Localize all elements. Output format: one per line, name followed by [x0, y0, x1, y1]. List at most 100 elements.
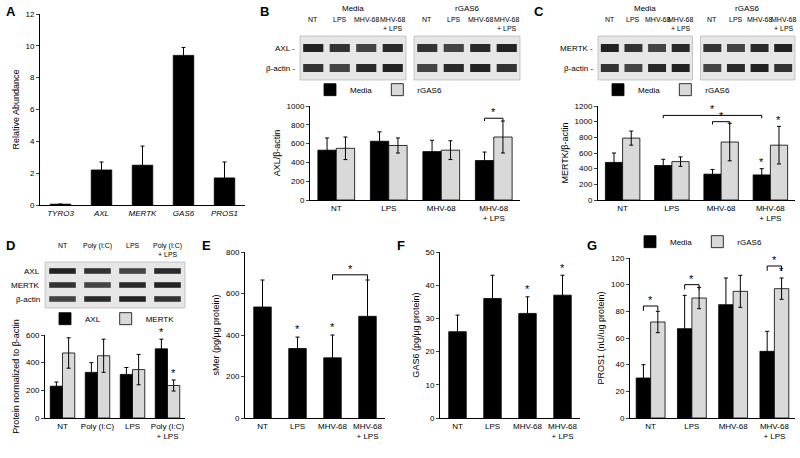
svg-text:NT: NT	[308, 16, 318, 23]
svg-text:600: 600	[226, 289, 240, 298]
svg-text:*: *	[159, 326, 164, 338]
svg-text:12: 12	[25, 10, 34, 19]
svg-text:NT: NT	[58, 242, 68, 249]
svg-text:10: 10	[25, 42, 34, 51]
svg-text:GAS6 (pg/μg protein): GAS6 (pg/μg protein)	[411, 292, 421, 377]
svg-text:120: 120	[611, 254, 625, 263]
svg-text:MHV-68: MHV-68	[707, 204, 736, 213]
svg-text:*: *	[759, 156, 764, 168]
svg-text:800: 800	[579, 133, 593, 142]
svg-text:C: C	[534, 4, 544, 19]
svg-text:MHV-68+ LPS: MHV-68+ LPS	[353, 422, 382, 441]
svg-text:rGAS6: rGAS6	[735, 4, 760, 13]
svg-text:AXL/β-actin: AXL/β-actin	[272, 130, 282, 177]
svg-text:LPS: LPS	[333, 16, 347, 23]
svg-text:rGAS6: rGAS6	[737, 238, 762, 247]
svg-text:MERTK/β-actin: MERTK/β-actin	[560, 122, 570, 183]
svg-text:30: 30	[425, 314, 434, 323]
svg-text:NT: NT	[707, 16, 717, 23]
svg-text:MHV-68+ LPS: MHV-68+ LPS	[771, 16, 796, 32]
svg-text:MHV-68+ LPS: MHV-68+ LPS	[756, 204, 785, 223]
svg-text:Poly (I:C): Poly (I:C)	[83, 242, 112, 250]
svg-text:8: 8	[30, 73, 35, 82]
svg-text:2: 2	[30, 169, 35, 178]
svg-text:NT: NT	[645, 422, 656, 431]
svg-text:MHV-68: MHV-68	[468, 16, 493, 23]
svg-text:rGAS6: rGAS6	[455, 4, 480, 13]
svg-text:MERTK: MERTK	[11, 281, 40, 290]
svg-text:MHV-68: MHV-68	[427, 204, 456, 213]
svg-text:NT: NT	[422, 16, 432, 23]
svg-text:rGAS6: rGAS6	[705, 86, 730, 95]
svg-text:*: *	[491, 106, 496, 118]
svg-text:800: 800	[291, 121, 305, 130]
svg-text:0: 0	[430, 414, 435, 423]
svg-text:6: 6	[30, 105, 35, 114]
svg-text:MHV-68+ LPS: MHV-68+ LPS	[548, 422, 577, 441]
svg-text:AXL -: AXL -	[275, 44, 295, 53]
svg-text:LPS: LPS	[447, 16, 461, 23]
svg-text:NT: NT	[605, 16, 615, 23]
svg-text:0: 0	[588, 196, 593, 205]
svg-text:MERTK: MERTK	[129, 209, 158, 218]
svg-text:G: G	[587, 238, 597, 253]
svg-text:*: *	[779, 265, 784, 277]
svg-text:MHV-68+ LPS: MHV-68+ LPS	[760, 422, 789, 441]
svg-text:LPS: LPS	[381, 204, 396, 213]
svg-text:NT: NT	[331, 204, 342, 213]
svg-text:40: 40	[425, 281, 434, 290]
svg-text:LPS: LPS	[290, 422, 305, 431]
svg-text:*: *	[710, 103, 715, 115]
svg-text:AXL: AXL	[93, 209, 109, 218]
svg-text:β-actin: β-actin	[16, 295, 40, 304]
svg-text:MHV-68+ LPS: MHV-68+ LPS	[479, 204, 508, 223]
svg-text:*: *	[719, 110, 724, 122]
svg-text:PROS1 (nU/ug protein): PROS1 (nU/ug protein)	[596, 291, 606, 384]
svg-text:AXL: AXL	[85, 315, 101, 324]
svg-text:80: 80	[615, 307, 624, 316]
svg-text:B: B	[260, 4, 269, 19]
svg-text:MHV-68: MHV-68	[645, 16, 670, 23]
svg-text:Relative Abundance: Relative Abundance	[11, 69, 21, 149]
svg-text:NT: NT	[257, 422, 268, 431]
svg-text:LPS: LPS	[626, 16, 640, 23]
svg-text:MHV-68+ LPS: MHV-68+ LPS	[380, 16, 405, 32]
svg-text:*: *	[648, 294, 653, 306]
svg-text:LPS: LPS	[125, 422, 140, 431]
svg-text:0: 0	[620, 414, 625, 423]
svg-text:A: A	[6, 4, 16, 19]
svg-text:*: *	[560, 262, 565, 274]
svg-text:LPS: LPS	[664, 204, 679, 213]
svg-text:200: 200	[579, 180, 593, 189]
svg-text:TYRO3: TYRO3	[47, 209, 74, 218]
svg-text:Protein normalized to β-actin: Protein normalized to β-actin	[11, 319, 21, 434]
svg-text:MHV-68: MHV-68	[719, 422, 748, 431]
svg-text:600: 600	[26, 331, 40, 340]
svg-text:Media: Media	[342, 4, 364, 13]
svg-text:β-actin -: β-actin -	[564, 64, 593, 73]
svg-text:rGAS6: rGAS6	[417, 86, 442, 95]
svg-text:800: 800	[226, 248, 240, 257]
svg-text:LPS: LPS	[126, 242, 140, 249]
svg-text:Poly (I:C)+ LPS: Poly (I:C)+ LPS	[153, 242, 182, 258]
svg-text:*: *	[330, 321, 335, 333]
svg-text:GAS6: GAS6	[173, 209, 195, 218]
svg-text:40: 40	[615, 360, 624, 369]
svg-text:LPS: LPS	[684, 422, 699, 431]
svg-text:MERTK -: MERTK -	[560, 44, 593, 53]
svg-text:NT: NT	[452, 422, 463, 431]
svg-text:D: D	[6, 238, 15, 253]
svg-text:20: 20	[615, 387, 624, 396]
svg-text:LPS: LPS	[485, 422, 500, 431]
svg-text:20: 20	[425, 347, 434, 356]
svg-text:E: E	[202, 238, 211, 253]
svg-text:MERTK: MERTK	[146, 315, 175, 324]
svg-text:400: 400	[579, 164, 593, 173]
svg-text:*: *	[348, 263, 353, 275]
svg-text:PROS1: PROS1	[211, 209, 238, 218]
svg-text:1000: 1000	[287, 102, 305, 111]
svg-text:600: 600	[291, 139, 305, 148]
svg-text:LPS: LPS	[729, 16, 743, 23]
svg-text:400: 400	[291, 158, 305, 167]
svg-text:Media: Media	[670, 238, 692, 247]
